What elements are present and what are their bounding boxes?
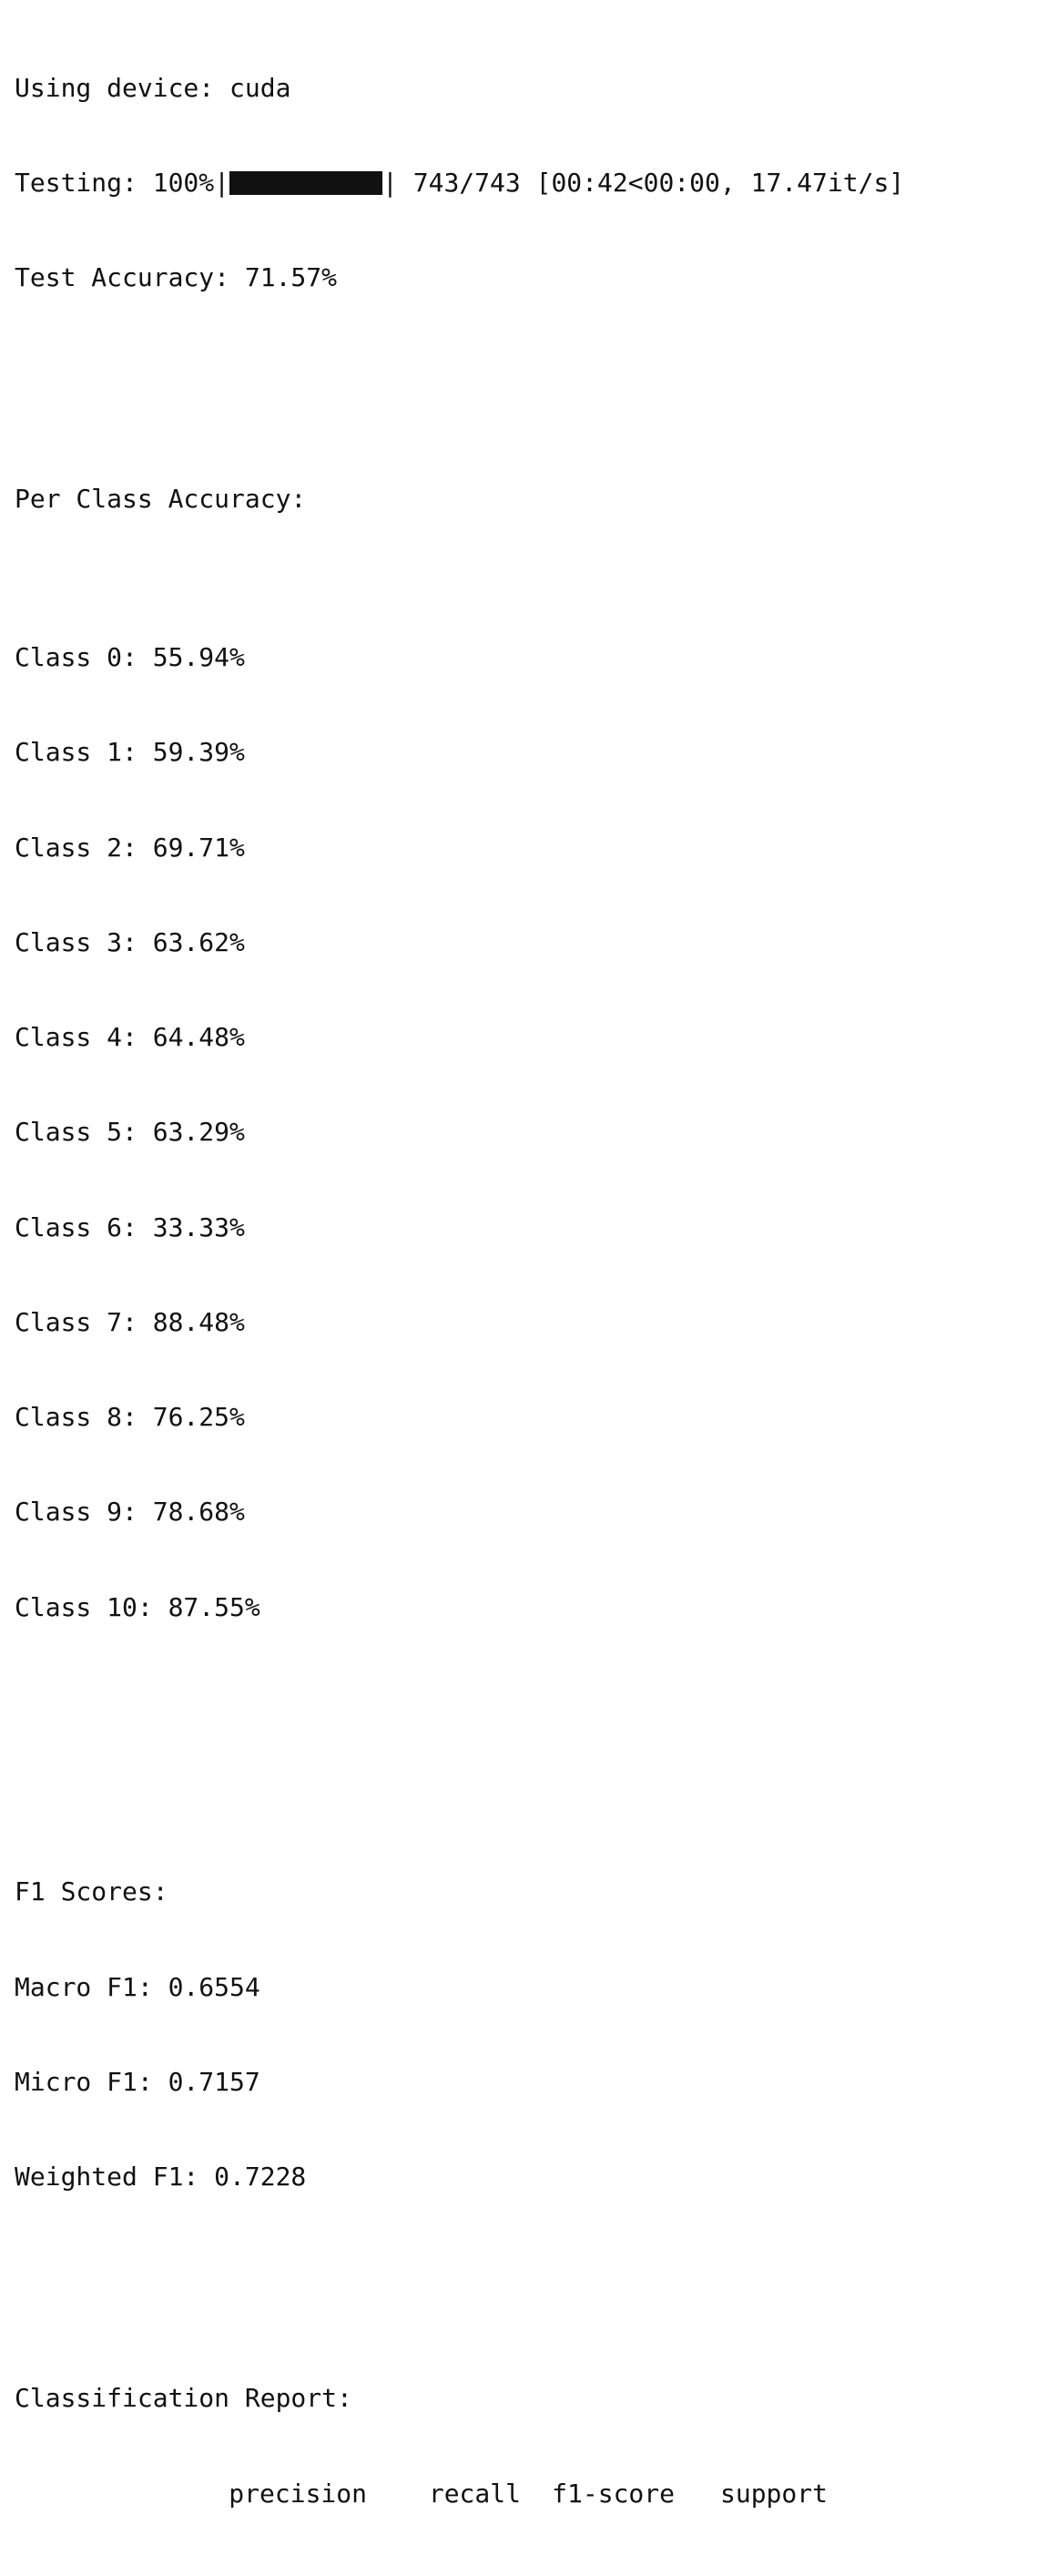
f1-line: Macro F1: 0.6554 [15, 1971, 260, 2002]
per-class-list: Class 0: 55.94% Class 1: 59.39% Class 2:… [15, 579, 904, 1687]
f1-line: Weighted F1: 0.7228 [15, 2162, 307, 2192]
report-header-precision: precision [229, 2478, 367, 2509]
per-class-line: Class 3: 63.62% [15, 926, 245, 957]
progress-suffix: | 743/743 [00:42<00:00, 17.47it/s] [382, 167, 905, 198]
report-header-row: precision recall f1-score support [15, 2479, 904, 2510]
report-title: Classification Report: [15, 2383, 352, 2414]
per-class-line: Class 1: 59.39% [15, 737, 245, 768]
per-class-line: Class 7: 88.48% [15, 1306, 245, 1337]
f1-title: F1 Scores: [15, 1876, 168, 1907]
per-class-line: Class 9: 78.68% [15, 1497, 245, 1528]
report-header-f1-score: f1-score [552, 2478, 675, 2509]
blank-line [15, 2256, 904, 2288]
terminal-output: Using device: cuda Testing: 100%| | 743/7… [15, 9, 904, 2576]
progress-bar [229, 170, 383, 195]
progress-bar-fill [229, 170, 383, 195]
device-line: Using device: cuda [15, 72, 291, 103]
per-class-line: Class 6: 33.33% [15, 1211, 245, 1242]
test-accuracy-line: Test Accuracy: 71.57% [15, 262, 338, 292]
per-class-line: Class 0: 55.94% [15, 642, 245, 672]
per-class-line: Class 4: 64.48% [15, 1022, 245, 1052]
per-class-line: Class 2: 69.71% [15, 832, 245, 863]
per-class-line: Class 5: 63.29% [15, 1117, 245, 1148]
progress-prefix: Testing: 100%| [15, 167, 230, 198]
report-header-support: support [719, 2478, 828, 2509]
progress-line: Testing: 100%| | 743/743 [00:42<00:00, 17… [15, 168, 904, 199]
report-header-recall: recall [428, 2478, 521, 2509]
per-class-line: Class 10: 87.55% [15, 1591, 260, 1622]
per-class-line: Class 8: 76.25% [15, 1402, 245, 1432]
blank-line [15, 357, 904, 389]
blank-line [15, 2573, 904, 2576]
per-class-title: Per Class Accuracy: [15, 484, 307, 515]
blank-line [15, 1750, 904, 1782]
f1-line: Micro F1: 0.7157 [15, 2066, 260, 2097]
